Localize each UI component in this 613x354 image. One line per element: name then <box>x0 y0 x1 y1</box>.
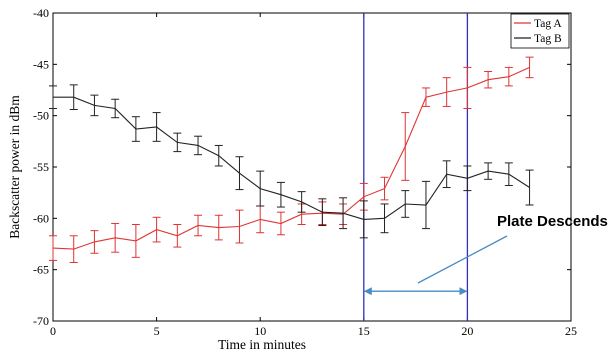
x-tick-label: 0 <box>50 324 56 338</box>
y-tick-label: -65 <box>33 263 49 277</box>
x-axis-ticks: 0 5 10 15 20 25 <box>50 13 577 338</box>
legend-label-tag-a: Tag A <box>534 18 562 30</box>
y-tick-label: -45 <box>33 57 49 71</box>
y-tick-label: -70 <box>33 314 49 328</box>
y-axis-ticks: -40 -45 -50 -55 -60 -65 -70 <box>33 6 571 328</box>
x-tick-label: 15 <box>358 324 370 338</box>
legend-label-tag-b: Tag B <box>534 33 562 45</box>
series-tag-a <box>49 56 534 263</box>
series-tag-b <box>49 84 534 239</box>
tag-b-line <box>53 96 530 220</box>
y-tick-label: -50 <box>33 109 49 123</box>
y-tick-label: -55 <box>33 160 49 174</box>
axes-frame <box>52 12 572 322</box>
y-tick-label: -40 <box>33 6 49 20</box>
tag-a-line <box>52 66 530 250</box>
y-tick-label: -60 <box>33 211 49 225</box>
x-tick-label: 10 <box>254 324 266 338</box>
x-tick-label: 5 <box>154 324 160 338</box>
legend-box <box>510 13 570 49</box>
x-tick-label: 20 <box>461 324 473 338</box>
pointer-line <box>417 235 508 284</box>
annotation-text: Plate Descends <box>497 213 608 230</box>
x-axis-title: Time in minutes <box>218 337 306 352</box>
axes <box>52 12 572 322</box>
y-axis-title: Backscatter power in dBm <box>7 95 22 239</box>
vertical-markers <box>363 13 469 321</box>
x-tick-label: 25 <box>565 324 577 338</box>
annotation: Plate Descends <box>363 213 608 296</box>
legend: Tag A Tag B <box>510 13 570 49</box>
